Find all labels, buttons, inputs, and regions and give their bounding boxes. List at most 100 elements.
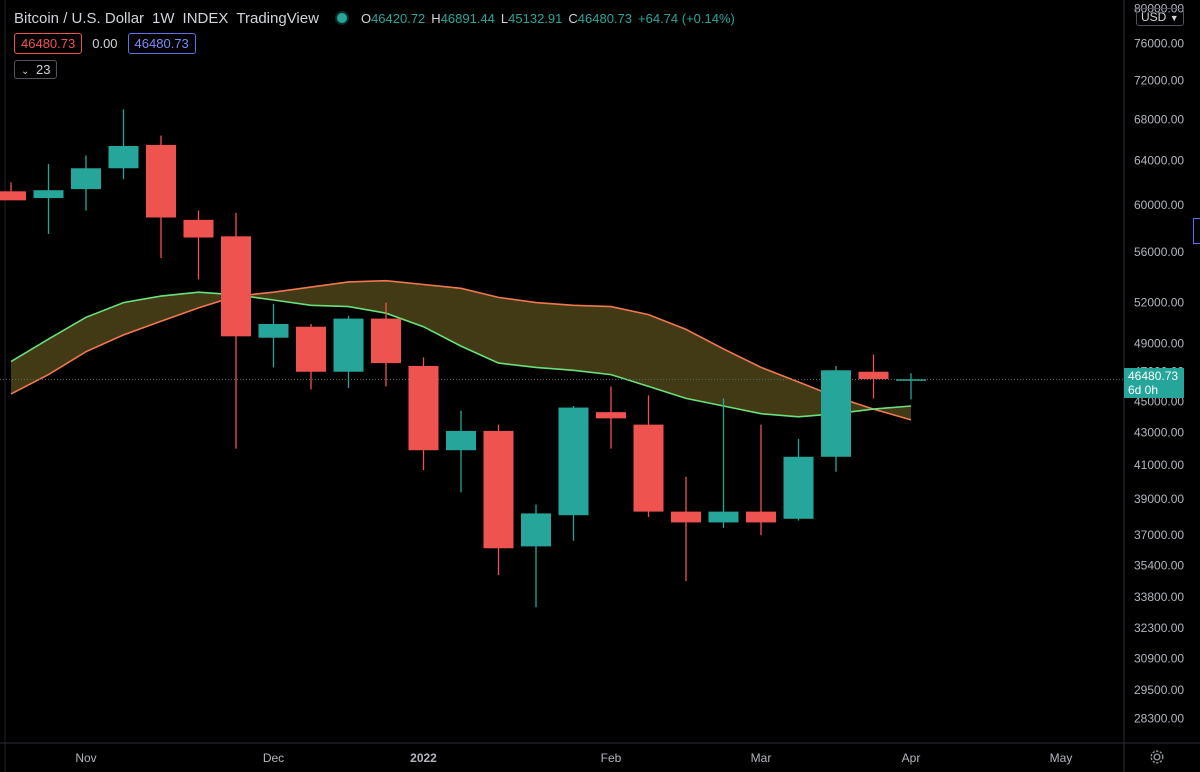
last-price-label: 46480.73 6d 0h (1124, 368, 1184, 398)
candle-body[interactable] (483, 430, 514, 549)
candle-body[interactable] (371, 318, 401, 364)
time-tick-label: May (1050, 751, 1073, 765)
candle-body[interactable] (521, 513, 551, 547)
candle[interactable] (0, 182, 26, 201)
candle-body[interactable] (821, 370, 851, 457)
candle[interactable] (446, 410, 476, 493)
currency-selector[interactable]: USD ▼ (1136, 8, 1184, 26)
candle[interactable] (258, 303, 289, 368)
candle[interactable] (333, 315, 364, 388)
time-tick-label: 2022 (410, 751, 437, 765)
candle-body[interactable] (708, 511, 739, 523)
sell-button[interactable]: 46480.73 (14, 33, 83, 54)
price-tick-label: 30900.00 (1134, 651, 1184, 665)
candle-body[interactable] (596, 412, 626, 419)
candle-body[interactable] (408, 365, 439, 451)
ohlc-low-key: L (500, 10, 509, 26)
candle-body[interactable] (783, 456, 814, 519)
time-tick-label: Feb (601, 751, 622, 765)
candle-body[interactable] (258, 324, 289, 338)
candle-body[interactable] (446, 430, 476, 451)
spread-value: 0.00 (92, 36, 118, 51)
candle-body[interactable] (633, 424, 664, 512)
candle[interactable] (71, 155, 101, 211)
fast-ma-line[interactable] (10, 291, 912, 418)
candle[interactable] (596, 386, 626, 449)
candle-body[interactable] (221, 236, 251, 337)
indicator-count: 23 (36, 62, 51, 77)
candle-body[interactable] (183, 219, 214, 238)
exchange-label: INDEX (182, 9, 229, 27)
price-tick-label: 60000.00 (1134, 198, 1184, 212)
candle-body[interactable] (558, 407, 589, 516)
price-tick-label: 37000.00 (1134, 528, 1184, 542)
buy-button[interactable]: 46480.73 (127, 33, 196, 54)
price-tick-label: 72000.00 (1134, 73, 1184, 87)
gear-icon[interactable] (1148, 748, 1166, 766)
ma-band-fill (11, 280, 911, 420)
ohlc-low-value: 45132.91 (508, 10, 563, 26)
candle[interactable] (708, 398, 739, 528)
ma-band (0, 279, 1124, 421)
time-tick-label: Mar (751, 751, 772, 765)
candle-body[interactable] (333, 318, 364, 372)
candle[interactable] (858, 354, 889, 399)
currency-label: USD (1141, 10, 1167, 24)
candle-body[interactable] (146, 144, 176, 218)
price-scale-handle[interactable] (1193, 218, 1200, 244)
candle[interactable] (558, 406, 589, 541)
candle[interactable] (896, 373, 926, 400)
candle[interactable] (408, 357, 439, 471)
symbol-title[interactable]: Bitcoin / U.S. Dollar (14, 9, 145, 27)
candles[interactable] (0, 109, 926, 608)
candle[interactable] (33, 163, 64, 234)
candle[interactable] (633, 395, 664, 517)
price-change: +64.74 (+0.14%) (638, 10, 735, 26)
candle[interactable] (296, 324, 326, 390)
chevron-down-icon: ⌄ (21, 66, 30, 77)
candle-body[interactable] (33, 190, 64, 199)
price-tick-label: 43000.00 (1134, 426, 1184, 440)
candle[interactable] (221, 212, 251, 449)
price-tick-label: 52000.00 (1134, 296, 1184, 310)
candle[interactable] (521, 504, 551, 608)
price-tick-label: 33800.00 (1134, 590, 1184, 604)
last-price-value: 46480.73 (1128, 369, 1179, 383)
candle-body[interactable] (108, 145, 139, 169)
candle-body[interactable] (296, 326, 326, 372)
price-tick-label: 49000.00 (1134, 336, 1184, 350)
candle[interactable] (371, 302, 401, 387)
price-tick-label: 39000.00 (1134, 492, 1184, 506)
candle[interactable] (821, 365, 851, 472)
candle-body[interactable] (858, 371, 889, 380)
candle[interactable] (483, 424, 514, 576)
ohlc-close-key: C (568, 10, 578, 26)
candle-body[interactable] (896, 379, 926, 381)
quote-row: 46480.73 0.00 46480.73 (14, 33, 196, 54)
candle-body[interactable] (746, 511, 776, 523)
candle[interactable] (746, 424, 776, 536)
price-tick-label: 68000.00 (1134, 112, 1184, 126)
candle[interactable] (671, 476, 701, 582)
candle-body[interactable] (0, 191, 26, 201)
candle[interactable] (183, 210, 214, 280)
candle-body[interactable] (671, 511, 701, 523)
market-status-icon[interactable] (336, 13, 347, 23)
price-tick-label: 32300.00 (1134, 621, 1184, 635)
interval-label[interactable]: 1W (152, 9, 175, 27)
candle[interactable] (146, 135, 176, 259)
time-tick-label: Dec (263, 751, 284, 765)
candle[interactable] (108, 109, 139, 180)
ohlc-close-value: 46480.73 (577, 10, 633, 26)
candle-body[interactable] (71, 168, 101, 190)
slow-ma-line[interactable] (10, 279, 912, 421)
price-tick-label: 29500.00 (1134, 683, 1184, 697)
candle[interactable] (783, 438, 814, 521)
price-tick-label: 35400.00 (1134, 558, 1184, 572)
indicator-toggle[interactable]: ⌄ 23 (14, 60, 58, 79)
price-tick-label: 76000.00 (1134, 36, 1184, 50)
